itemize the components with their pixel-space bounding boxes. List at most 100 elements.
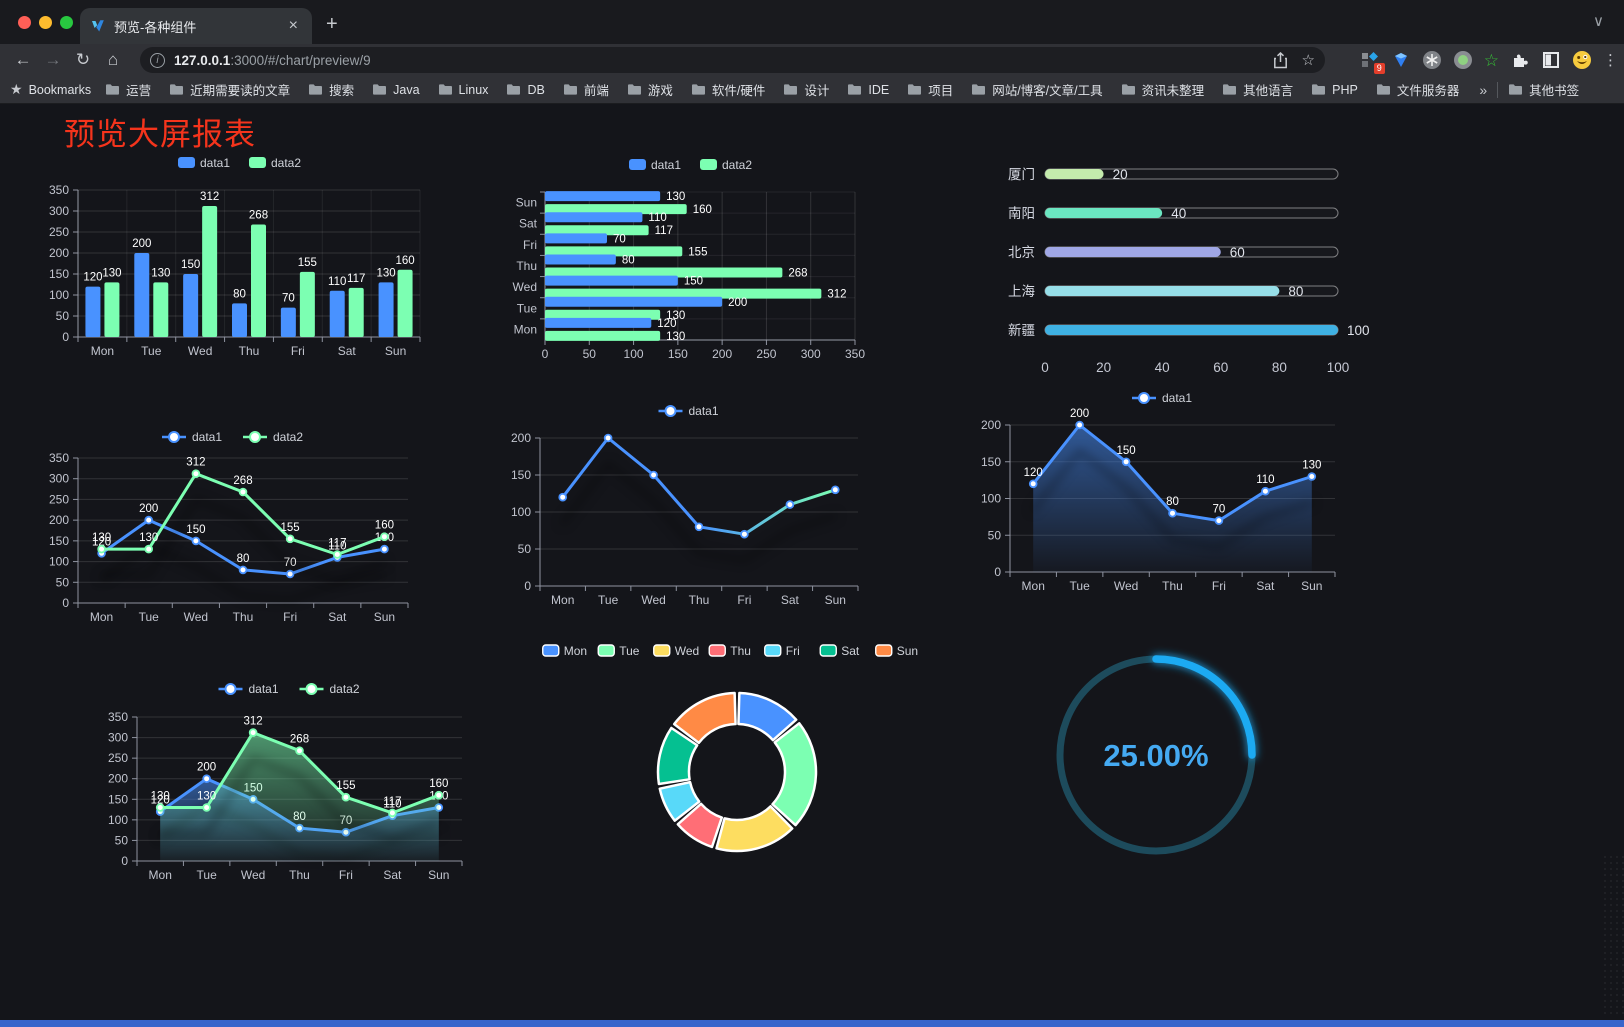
back-button[interactable]: ← <box>14 50 32 69</box>
bookmark-folder[interactable]: PHP <box>1311 83 1358 97</box>
svg-text:312: 312 <box>200 191 219 203</box>
horizontal-bar-chart[interactable]: data1 data2 0 50 100 150 200 250 300 350 Sun 130 160… <box>505 154 895 374</box>
svg-text:0: 0 <box>1041 360 1049 375</box>
svg-text:Thu: Thu <box>233 610 254 624</box>
svg-text:130: 130 <box>151 791 170 803</box>
svg-text:250: 250 <box>756 347 776 361</box>
bookmark-folder[interactable]: Linux <box>438 83 488 97</box>
address-bar[interactable]: i 127.0.0.1 :3000/#/chart/preview/9 ☆ <box>140 47 1325 73</box>
extension-badge: 9 <box>1373 63 1385 74</box>
bookmark-folder[interactable]: IDE <box>847 83 889 97</box>
svg-text:data1: data1 <box>249 682 279 696</box>
progress-bar-chart[interactable]: 厦门 20 南阳 40 北京 60 上海 80 新疆 100 0 20 40 60 80 100 <box>993 160 1370 390</box>
url-path: :3000/#/chart/preview/9 <box>230 52 371 68</box>
browser-menu-icon[interactable]: ⋮ <box>1603 52 1618 69</box>
svg-text:Wed: Wed <box>1114 579 1138 593</box>
bookmark-folder[interactable]: 资讯未整理 <box>1121 80 1204 99</box>
svg-text:130: 130 <box>1302 460 1321 472</box>
dual-area-chart[interactable]: data1 data2 0 50 100 150 200 250 300 350 Mon Tue Wed… <box>98 676 473 894</box>
extensions-puzzle-icon[interactable] <box>1510 50 1530 70</box>
svg-text:Sun: Sun <box>374 610 395 624</box>
window-zoom-button[interactable] <box>60 16 73 29</box>
green-dot-extension-icon[interactable] <box>1453 50 1473 70</box>
svg-text:150: 150 <box>186 524 205 536</box>
svg-text:Sun: Sun <box>516 196 537 210</box>
green-star-extension-icon[interactable]: ☆ <box>1483 50 1499 70</box>
svg-text:Sun: Sun <box>897 644 918 658</box>
share-icon[interactable] <box>1273 51 1288 69</box>
svg-text:155: 155 <box>281 522 300 534</box>
bookmark-folder[interactable]: 前端 <box>563 80 609 99</box>
svg-text:Thu: Thu <box>1162 579 1183 593</box>
reload-button[interactable]: ↻ <box>75 50 91 69</box>
svg-text:Thu: Thu <box>730 644 751 658</box>
svg-text:350: 350 <box>845 347 865 361</box>
svg-text:data1: data1 <box>689 404 719 418</box>
svg-text:data1: data1 <box>200 156 230 170</box>
bookmarks-divider <box>1497 81 1499 98</box>
svg-text:130: 130 <box>92 532 111 544</box>
bookmarks-bar: ★ Bookmarks 运营 近期需要读的文章 搜索 Java Linux DB 前端 游戏软… <box>0 76 1624 104</box>
dual-line-chart[interactable]: data1 data2 0 50 100 150 200 250 300 350 Mon Tue Wed… <box>45 424 420 644</box>
bookmark-folder[interactable]: 搜索 <box>308 80 354 99</box>
bookmark-folder[interactable]: Java <box>372 83 420 97</box>
gem-extension-icon[interactable] <box>1391 50 1411 70</box>
home-button[interactable]: ⌂ <box>107 50 119 69</box>
tab-close-icon[interactable]: × <box>288 17 298 34</box>
svg-text:120: 120 <box>83 272 102 284</box>
bookmark-folder[interactable]: 文件服务器 <box>1376 80 1459 99</box>
svg-text:Sat: Sat <box>781 593 800 607</box>
window-minimize-button[interactable] <box>39 16 52 29</box>
bookmarks-overflow-chevron[interactable]: » <box>1479 81 1488 98</box>
svg-text:268: 268 <box>233 475 252 487</box>
bookmark-star-icon[interactable]: ☆ <box>1301 52 1315 69</box>
active-tab[interactable]: 预览-各种组件 × <box>80 8 312 44</box>
bookmark-folder[interactable]: 近期需要读的文章 <box>169 80 290 99</box>
svg-text:110: 110 <box>328 540 346 552</box>
svg-text:70: 70 <box>1213 504 1226 516</box>
svg-text:70: 70 <box>284 557 297 569</box>
svg-text:Fri: Fri <box>523 238 537 252</box>
svg-text:40: 40 <box>1155 360 1170 375</box>
bookmarks-star-icon: ★ <box>10 81 23 97</box>
bookmark-folder[interactable]: 游戏 <box>627 80 673 99</box>
proxy-extension-icon[interactable]: 9 <box>1360 50 1385 74</box>
dark-reader-extension-icon[interactable] <box>1541 50 1561 70</box>
svg-text:160: 160 <box>375 520 394 532</box>
bookmark-folder[interactable]: 运营 <box>105 80 151 99</box>
other-bookmarks-folder[interactable]: 其他书签 <box>1508 80 1579 99</box>
svg-text:25.00%: 25.00% <box>1103 738 1208 773</box>
svg-text:110: 110 <box>328 276 346 288</box>
site-info-icon[interactable]: i <box>150 52 165 68</box>
forward-button[interactable]: → <box>44 50 62 69</box>
svg-text:130: 130 <box>666 310 685 322</box>
grouped-bar-chart[interactable]: data1 data2 0 50 100 150 200 250 300 350 Mon Tue Wed… <box>38 146 463 371</box>
single-area-chart[interactable]: data1 0 50 100 150 200 Mon Tue Wed Thu Fri Sat Sun 12… <box>963 387 1348 599</box>
gradient-line-chart[interactable]: data1 0 50 100 150 200 Mon Tue Wed Thu Fri Sat Sun <box>498 400 868 615</box>
bookmark-folder[interactable]: 设计 <box>783 80 829 99</box>
svg-text:155: 155 <box>298 257 317 269</box>
svg-text:300: 300 <box>801 347 821 361</box>
tab-favicon-icon <box>92 20 104 32</box>
svg-text:120: 120 <box>151 795 170 807</box>
bookmarks-root-label[interactable]: Bookmarks <box>28 82 92 97</box>
donut-chart[interactable]: Mon Tue Wed Thu Fri Sat Sun <box>540 640 935 885</box>
svg-text:Thu: Thu <box>516 259 537 273</box>
new-tab-button[interactable]: + <box>326 13 338 35</box>
svg-text:100: 100 <box>981 492 1001 506</box>
bookmark-folder[interactable]: 其他语言 <box>1222 80 1293 99</box>
tab-search-chevron-icon[interactable]: ∨ <box>1593 13 1604 30</box>
snowflake-extension-icon[interactable] <box>1422 50 1442 70</box>
dot-texture <box>1602 854 1624 1014</box>
gauge-chart[interactable]: 25.00% <box>1052 650 1262 860</box>
bookmark-folder[interactable]: DB <box>506 83 545 97</box>
svg-text:Wed: Wed <box>641 593 665 607</box>
window-close-button[interactable] <box>18 16 31 29</box>
svg-text:Fri: Fri <box>1212 579 1226 593</box>
bookmark-folder[interactable]: 网站/博客/文章/工具 <box>971 80 1103 99</box>
svg-text:Mon: Mon <box>564 644 587 658</box>
bookmark-folder[interactable]: 软件/硬件 <box>691 80 765 99</box>
bookmark-folder[interactable]: 项目 <box>907 80 953 99</box>
emoji-extension-icon[interactable] <box>1572 50 1592 70</box>
svg-text:0: 0 <box>121 854 128 868</box>
